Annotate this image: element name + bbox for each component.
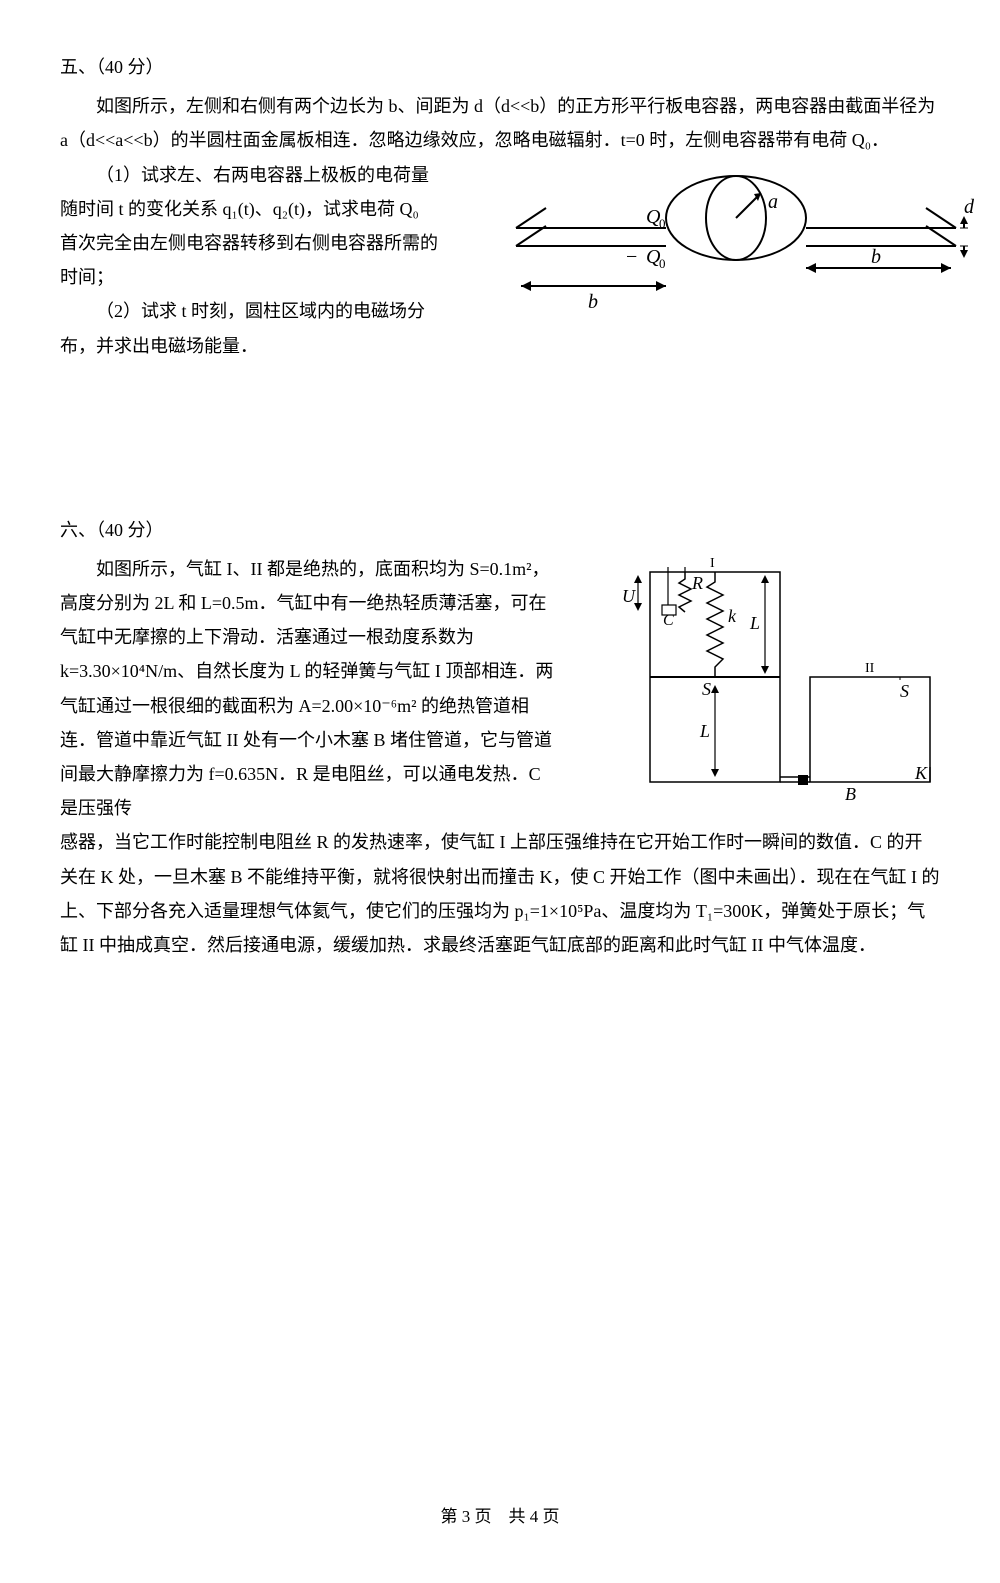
problem-6-body: S I k R C U <box>60 552 940 962</box>
svg-text:b: b <box>588 291 598 313</box>
problem-5-body: 如图所示，左侧和右侧有两个边长为 b、间距为 d（d<<b）的正方形平行板电容器… <box>60 89 940 363</box>
svg-text:a: a <box>768 191 778 213</box>
svg-text:b: b <box>871 246 881 268</box>
svg-text:−: − <box>626 246 637 268</box>
problem-5-figure: a Q 0 − Q 0 b b <box>470 168 940 328</box>
page-footer: 第 3 页 共 4 页 <box>0 1501 1000 1533</box>
svg-text:II: II <box>865 661 875 676</box>
svg-text:C: C <box>663 612 674 629</box>
problem-5-intro: 如图所示，左侧和右侧有两个边长为 b、间距为 d（d<<b）的正方形平行板电容器… <box>60 89 940 157</box>
svg-text:R: R <box>691 573 703 593</box>
cylinder-diagram: S I k R C U <box>590 557 940 807</box>
problem-5-part1: （1）试求左、右两电容器上极板的电荷量随时间 t 的变化关系 q₁(t)、q₂(… <box>60 158 440 295</box>
problem-5-header: 五、（40 分） <box>60 50 940 84</box>
svg-text:L: L <box>749 613 760 633</box>
problem-5: 五、（40 分） 如图所示，左侧和右侧有两个边长为 b、间距为 d（d<<b）的… <box>60 50 940 363</box>
problem-5-part2: （2）试求 t 时刻，圆柱区域内的电磁场分布，并求出电磁场能量． <box>60 294 440 362</box>
problem-6-figure: S I k R C U <box>590 557 940 807</box>
svg-text:U: U <box>622 586 636 606</box>
capacitor-diagram: a Q 0 − Q 0 b b <box>506 168 976 328</box>
svg-text:K: K <box>914 763 928 783</box>
problem-6-header: 六、（40 分） <box>60 513 940 547</box>
svg-text:L: L <box>699 721 710 741</box>
problem-6-title: 六、（40 分） <box>60 520 164 540</box>
problem-5-title: 五、（40 分） <box>60 57 164 77</box>
svg-text:S: S <box>900 681 909 701</box>
svg-text:0: 0 <box>659 216 666 231</box>
problem-6: 六、（40 分） S I k R C <box>60 513 940 962</box>
svg-text:B: B <box>845 784 856 804</box>
page-number: 第 3 页 共 4 页 <box>441 1507 560 1526</box>
svg-text:0: 0 <box>659 256 666 271</box>
problem-6-body-full: 感器，当它工作时能控制电阻丝 R 的发热速率，使气缸 I 上部压强维持在它开始工… <box>60 825 940 962</box>
svg-text:d: d <box>964 196 975 218</box>
svg-text:k: k <box>728 606 737 626</box>
problem-6-body-narrow: 如图所示，气缸 I、II 都是绝热的，底面积均为 S=0.1m²，高度分别为 2… <box>60 552 560 826</box>
svg-text:S: S <box>702 679 711 699</box>
svg-text:I: I <box>710 557 715 571</box>
